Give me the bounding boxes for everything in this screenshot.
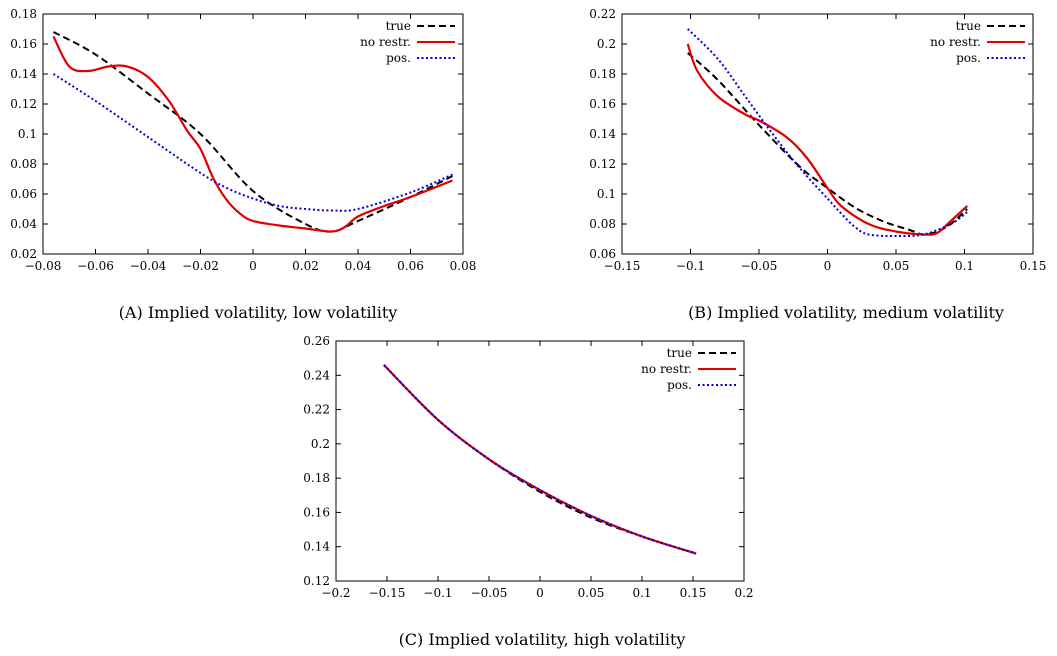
x-tick-label: 0.04	[345, 259, 372, 273]
x-tick-label: −0.2	[321, 586, 350, 600]
caption-tag: (A)	[119, 303, 143, 322]
caption-text: Implied volatility, high volatility	[428, 630, 685, 649]
y-tick-label: 0.24	[303, 368, 330, 382]
series-line-pos	[383, 364, 697, 555]
x-tick-label: −0.15	[369, 586, 406, 600]
chart-panel-b: (B) Implied volatility, medium volatilit…	[589, 7, 1046, 322]
legend-label: true	[386, 19, 411, 33]
y-tick-label: 0.18	[303, 471, 330, 485]
x-tick-label: −0.1	[676, 259, 705, 273]
x-tick-label: −0.02	[182, 259, 219, 273]
y-tick-label: 0.12	[10, 97, 37, 111]
legend-label: true	[956, 19, 981, 33]
caption-text: Implied volatility, low volatility	[148, 303, 398, 322]
x-tick-label: 0.06	[397, 259, 424, 273]
series-line-pos	[687, 28, 968, 238]
y-tick-label: 0.12	[303, 574, 330, 588]
legend: true no restr. pos.	[930, 19, 1025, 65]
x-tick-label: 0.1	[632, 586, 651, 600]
y-tick-label: 0.16	[589, 97, 616, 111]
caption-tag: (C)	[399, 630, 424, 649]
chart-panel-c: (C) Implied volatility, high volatility …	[303, 334, 753, 649]
y-tick-label: 0.16	[10, 37, 37, 51]
y-tick-label: 0.22	[303, 403, 330, 417]
y-tick-label: 0.18	[589, 67, 616, 81]
y-tick-label: 0.14	[303, 540, 330, 554]
legend-label: pos.	[956, 51, 981, 65]
y-tick-label: 0.18	[10, 7, 37, 21]
y-tick-label: 0.1	[597, 187, 616, 201]
y-tick-label: 0.06	[10, 187, 37, 201]
legend-label: pos.	[386, 51, 411, 65]
legend-label: no restr.	[641, 362, 692, 376]
caption-tag: (B)	[688, 303, 712, 322]
x-tick-label: 0.05	[578, 586, 605, 600]
x-tick-label: 0.02	[292, 259, 319, 273]
series-line-pos	[52, 73, 453, 212]
x-tick-label: 0.2	[734, 586, 753, 600]
x-tick-label: 0.15	[1020, 259, 1047, 273]
legend-label: no restr.	[360, 35, 411, 49]
x-tick-label: 0.15	[680, 586, 707, 600]
y-tick-label: 0.14	[589, 127, 616, 141]
y-tick-label: 0.04	[10, 217, 37, 231]
caption-c: (C) Implied volatility, high volatility	[399, 630, 686, 649]
plot-frame	[42, 13, 464, 255]
legend-label: pos.	[667, 378, 692, 392]
legend-label: no restr.	[930, 35, 981, 49]
legend-label: true	[667, 346, 692, 360]
x-tick-label: 0	[536, 586, 544, 600]
y-tick-label: 0.2	[597, 37, 616, 51]
x-tick-label: −0.06	[77, 259, 114, 273]
legend: true no restr. pos.	[641, 346, 736, 392]
series-line-no-restr	[383, 364, 697, 555]
series-line-no-restr	[52, 35, 453, 233]
x-tick-label: −0.15	[604, 259, 641, 273]
y-tick-label: 0.08	[589, 217, 616, 231]
chart-panel-a: (A) Implied volatility, low volatility −…	[10, 7, 476, 322]
series-line-no-restr	[686, 43, 968, 236]
plot-frame	[335, 340, 745, 582]
y-tick-label: 0.1	[18, 127, 37, 141]
x-tick-label: −0.05	[741, 259, 778, 273]
y-tick-label: 0.02	[10, 247, 37, 261]
caption-a: (A) Implied volatility, low volatility	[119, 303, 398, 322]
y-tick-label: 0.12	[589, 157, 616, 171]
caption-b: (B) Implied volatility, medium volatilit…	[688, 303, 1004, 322]
x-tick-label: 0.05	[883, 259, 910, 273]
x-tick-label: 0	[249, 259, 257, 273]
x-tick-label: 0.1	[955, 259, 974, 273]
series-line-true	[383, 364, 697, 555]
x-tick-label: −0.08	[25, 259, 62, 273]
x-tick-label: −0.04	[130, 259, 167, 273]
y-tick-label: 0.08	[10, 157, 37, 171]
plot-frame	[621, 13, 1034, 255]
caption-text: Implied volatility, medium volatility	[717, 303, 1004, 322]
y-tick-label: 0.14	[10, 67, 37, 81]
x-tick-label: −0.05	[471, 586, 508, 600]
series-line-true	[687, 52, 968, 236]
y-tick-label: 0.2	[311, 437, 330, 451]
x-tick-label: −0.1	[423, 586, 452, 600]
y-tick-label: 0.06	[589, 247, 616, 261]
x-tick-label: 0	[824, 259, 832, 273]
y-tick-label: 0.26	[303, 334, 330, 348]
y-tick-label: 0.16	[303, 505, 330, 519]
x-tick-label: 0.08	[450, 259, 477, 273]
legend: true no restr. pos.	[360, 19, 455, 65]
y-tick-label: 0.22	[589, 7, 616, 21]
